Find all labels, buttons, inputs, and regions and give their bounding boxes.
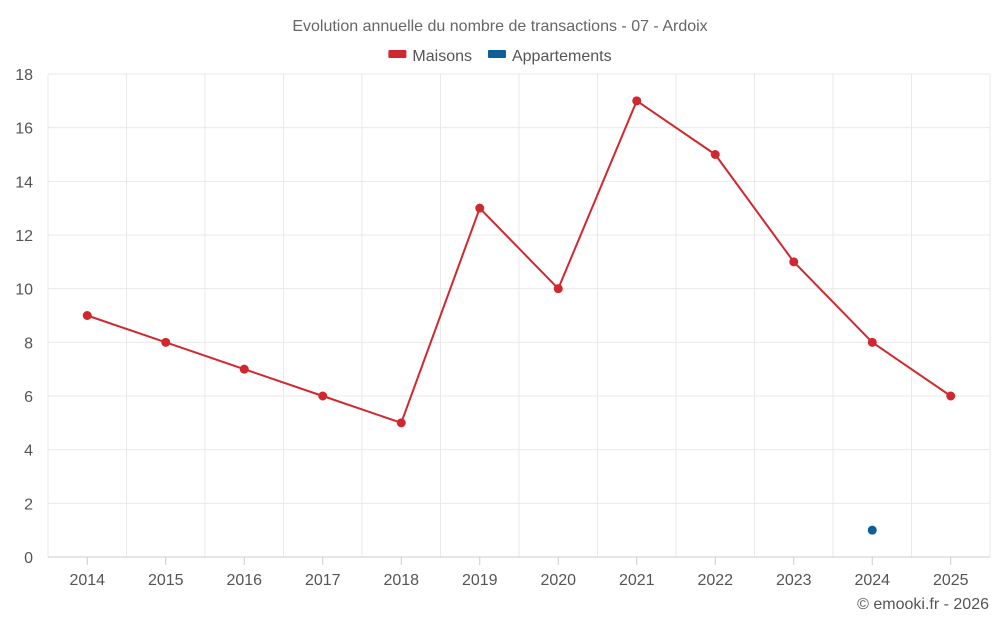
legend-label: Maisons (412, 48, 472, 65)
x-tick-label: 2025 (933, 572, 969, 589)
credit-label: © emooki.fr - 2026 (857, 596, 989, 613)
data-point-maisons (867, 337, 877, 347)
y-tick-label: 12 (15, 228, 33, 245)
y-tick-label: 2 (24, 496, 33, 513)
chart-legend: Maisons Appartements (388, 48, 612, 65)
y-tick-label: 6 (24, 389, 33, 406)
y-axis-ticks: 0 2 4 6 8 10 12 14 16 18 (15, 67, 33, 567)
chart-title: Evolution annuelle du nombre de transact… (292, 18, 707, 35)
x-tick-label: 2021 (619, 572, 655, 589)
legend-swatch (487, 50, 506, 58)
data-point-maisons (475, 203, 485, 213)
legend-swatch (388, 50, 407, 58)
x-axis-ticks: 2014 2015 2016 2017 2018 2019 2020 2021 2022 2023… (69, 557, 969, 589)
data-point-maisons (789, 257, 799, 267)
x-tick-label: 2016 (226, 572, 262, 589)
x-tick-label: 2022 (697, 572, 733, 589)
data-point-appartements (867, 525, 877, 535)
legend-item-appartements[interactable]: Appartements (487, 48, 612, 65)
x-tick-label: 2014 (69, 572, 105, 589)
x-tick-label: 2015 (148, 572, 184, 589)
y-tick-label: 14 (15, 174, 33, 191)
x-tick-label: 2018 (383, 572, 419, 589)
y-tick-label: 16 (15, 121, 33, 138)
data-point-maisons (632, 96, 642, 106)
x-tick-label: 2020 (540, 572, 576, 589)
y-tick-label: 8 (24, 335, 33, 352)
x-tick-label: 2024 (854, 572, 890, 589)
data-point-maisons (318, 391, 328, 401)
x-gridlines (47, 74, 991, 557)
series-layer (82, 96, 956, 535)
series-line-maisons (86, 99, 952, 424)
y-tick-label: 18 (15, 67, 33, 84)
y-tick-label: 4 (24, 443, 33, 460)
data-point-maisons (239, 364, 249, 374)
x-tick-label: 2023 (776, 572, 812, 589)
data-point-maisons (946, 391, 956, 401)
x-tick-label: 2017 (305, 572, 341, 589)
x-tick-label: 2019 (462, 572, 498, 589)
data-point-maisons (161, 337, 171, 347)
legend-item-maisons[interactable]: Maisons (388, 48, 472, 65)
y-tick-label: 0 (24, 550, 33, 567)
data-point-maisons (82, 311, 92, 320)
data-point-maisons (710, 150, 720, 159)
data-point-maisons (396, 418, 406, 428)
data-point-maisons (553, 284, 563, 294)
legend-label: Appartements (512, 48, 612, 65)
y-tick-label: 10 (15, 282, 33, 299)
